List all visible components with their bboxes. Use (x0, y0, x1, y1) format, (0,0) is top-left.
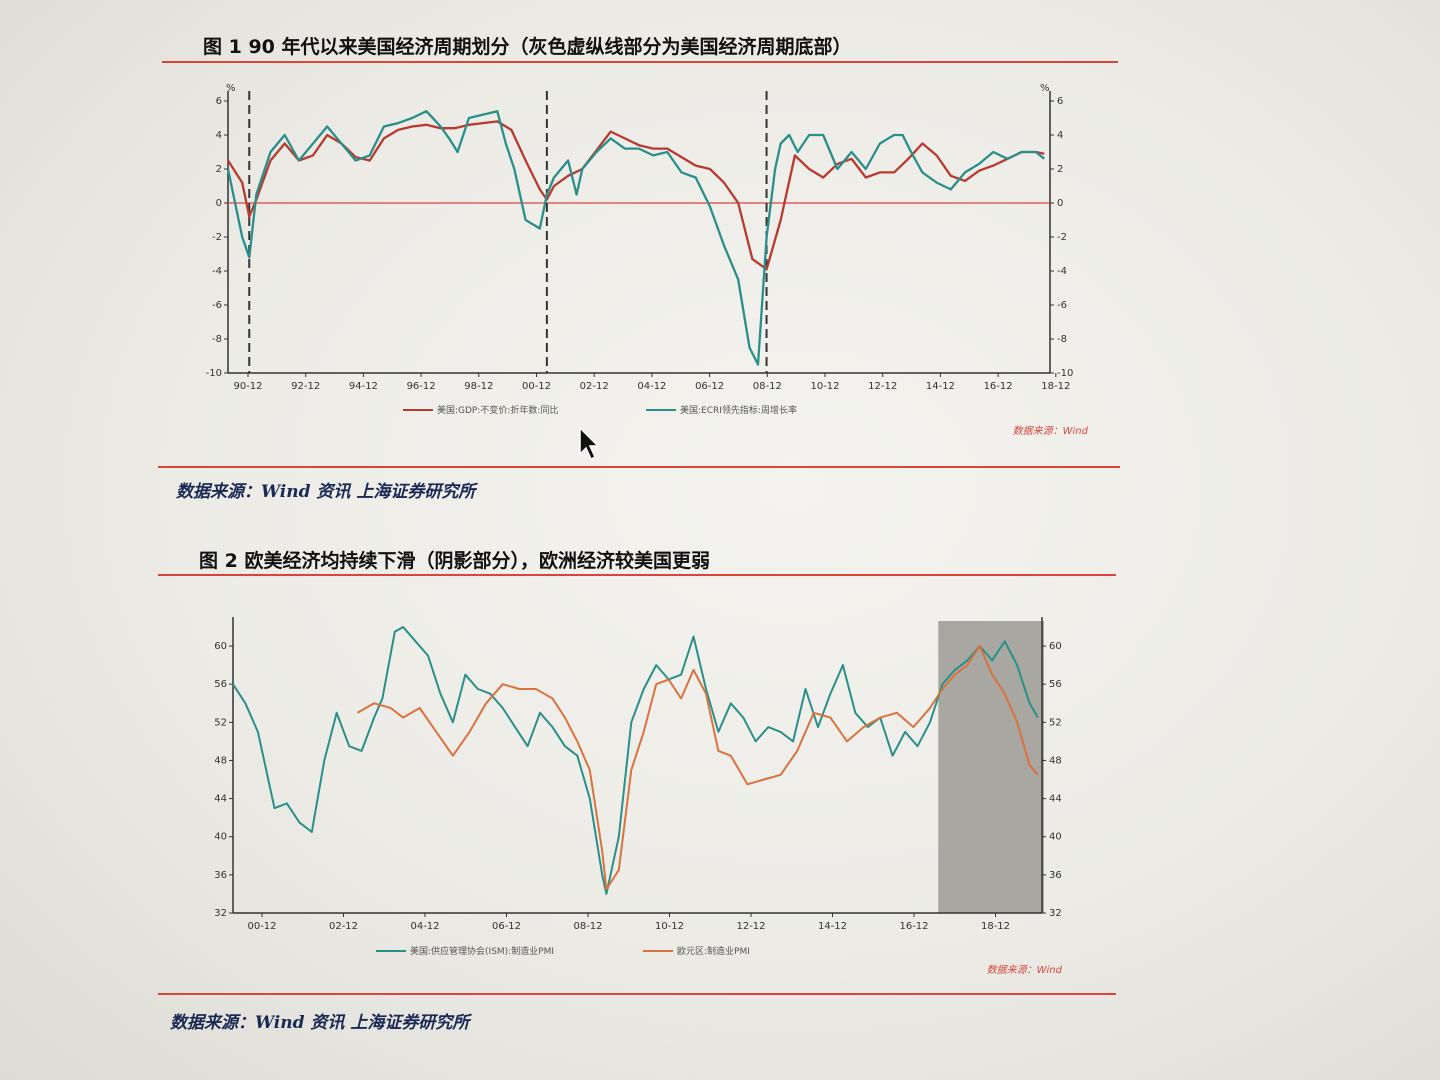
y-unit-right: % (1040, 83, 1050, 94)
y-tick-label-left: 52 (214, 717, 227, 728)
y-tick-label-left: 6 (216, 96, 222, 107)
x-tick-label: 18-12 (1041, 381, 1070, 392)
y-tick-label-right: 6 (1057, 96, 1063, 107)
y-tick-label-right: 2 (1057, 164, 1063, 175)
series-line-1 (357, 645, 1039, 891)
y-tick-label-right: 4 (1057, 130, 1063, 141)
x-tick-label: 16-12 (984, 381, 1013, 392)
y-tick-label-right: 44 (1049, 794, 1062, 805)
x-tick-label: 00-12 (522, 381, 551, 392)
figure-1-source: 数据来源：Wind 资讯 上海证券研究所 (176, 482, 476, 502)
y-tick-label-right: -8 (1057, 334, 1067, 345)
x-tick-label: 92-12 (291, 381, 320, 392)
x-tick-label: 02-12 (329, 921, 358, 932)
x-tick-label: 00-12 (247, 921, 276, 932)
x-tick-label: 12-12 (736, 921, 765, 932)
legend-label-1: 美国:ECRI领先指标:周增长率 (680, 404, 797, 416)
y-tick-label-left: -2 (212, 232, 222, 243)
y-tick-label-right: -2 (1057, 232, 1067, 243)
y-tick-label-left: 32 (214, 908, 227, 919)
x-tick-label: 18-12 (981, 921, 1010, 932)
y-tick-label-left: 56 (214, 679, 227, 690)
y-tick-label-left: 60 (214, 641, 227, 652)
y-tick-label-left: -10 (206, 368, 222, 379)
x-tick-label: 96-12 (407, 381, 436, 392)
x-tick-label: 06-12 (695, 381, 724, 392)
shaded-region (938, 621, 1044, 913)
mouse-cursor-icon (579, 426, 600, 461)
x-tick-label: 98-12 (464, 381, 493, 392)
legend-label-1: 欧元区:制造业PMI (677, 945, 750, 957)
figure-2-title: 图 2 欧美经济均持续下滑（阴影部分），欧洲经济较美国更弱 (199, 550, 710, 572)
y-tick-label-left: 0 (216, 198, 222, 209)
series-line-0 (232, 626, 1039, 895)
y-tick-label-left: -6 (212, 300, 222, 311)
y-tick-label-right: 56 (1049, 679, 1062, 690)
y-tick-label-right: -10 (1057, 368, 1073, 379)
figure-2-top-rule (158, 574, 1116, 576)
y-tick-label-left: -8 (212, 334, 222, 345)
x-tick-label: 10-12 (810, 381, 839, 392)
y-tick-label-left: 36 (214, 870, 227, 881)
y-tick-label-right: 60 (1049, 641, 1062, 652)
y-tick-label-right: 32 (1049, 908, 1062, 919)
x-tick-label: 12-12 (868, 381, 897, 392)
figure-1-top-rule (162, 61, 1118, 63)
x-tick-label: 04-12 (410, 921, 439, 932)
legend-label-0: 美国:GDP:不变价:折年数:同比 (437, 404, 558, 416)
series-line-1 (226, 110, 1046, 366)
y-tick-label-right: 0 (1057, 198, 1063, 209)
y-tick-label-right: 52 (1049, 717, 1062, 728)
series-line-0 (227, 120, 1045, 271)
y-tick-label-right: 40 (1049, 832, 1062, 843)
y-tick-label-right: -4 (1057, 266, 1067, 277)
y-unit-left: % (226, 83, 236, 94)
legend-label-0: 美国:供应管理协会(ISM):制造业PMI (410, 945, 554, 957)
x-tick-label: 04-12 (637, 381, 666, 392)
figure-1-bottom-rule (158, 466, 1120, 468)
y-tick-label-right: 48 (1049, 755, 1062, 766)
source-watermark: 数据来源：Wind (1013, 425, 1089, 437)
x-tick-label: 14-12 (818, 921, 847, 932)
x-tick-label: 94-12 (349, 381, 378, 392)
figure-1-title: 图 1 90 年代以来美国经济周期划分（灰色虚纵线部分为美国经济周期底部） (203, 36, 852, 58)
source-watermark: 数据来源：Wind (987, 964, 1063, 976)
figure-2-source: 数据来源：Wind 资讯 上海证券研究所 (170, 1013, 470, 1033)
y-tick-label-right: -6 (1057, 300, 1067, 311)
y-tick-label-left: 48 (214, 755, 227, 766)
y-tick-label-left: 4 (216, 130, 222, 141)
x-tick-label: 08-12 (573, 921, 602, 932)
y-tick-label-left: 40 (214, 832, 227, 843)
x-tick-label: 06-12 (492, 921, 521, 932)
x-tick-label: 08-12 (753, 381, 782, 392)
y-tick-label-left: 44 (214, 794, 227, 805)
x-tick-label: 14-12 (926, 381, 955, 392)
x-tick-label: 16-12 (899, 921, 928, 932)
x-tick-label: 10-12 (655, 921, 684, 932)
y-tick-label-right: 36 (1049, 870, 1062, 881)
figure-2-bottom-rule (158, 993, 1116, 995)
y-tick-label-left: 2 (216, 164, 222, 175)
x-tick-label: 90-12 (233, 381, 262, 392)
x-tick-label: 02-12 (580, 381, 609, 392)
y-tick-label-left: -4 (212, 266, 222, 277)
